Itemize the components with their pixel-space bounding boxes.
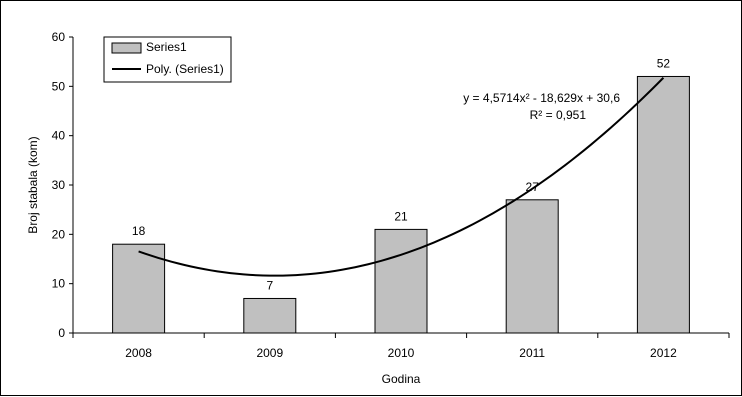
x-tick-label-2009: 2009 xyxy=(256,346,283,360)
x-axis-title: Godina xyxy=(382,372,421,386)
data-label-layer: 18 7 21 27 52 xyxy=(132,56,670,292)
y-tick-label-40: 40 xyxy=(52,129,66,143)
bar-2010 xyxy=(374,228,428,334)
y-tick-label-60: 60 xyxy=(52,30,66,44)
y-ticks-layer: 0 10 20 30 40 50 60 xyxy=(52,30,73,340)
legend-trend-label: Poly. (Series1) xyxy=(146,62,224,76)
data-label-2009: 7 xyxy=(266,278,273,292)
y-tick-label-30: 30 xyxy=(52,178,66,192)
bar-2008 xyxy=(112,243,166,334)
x-tick-label-2011: 2011 xyxy=(519,346,545,360)
legend-bar-swatch xyxy=(111,42,142,54)
plot-area: 18 7 21 27 52 0 10 20 30 40 50 60 2008 2009 2010 2011… xyxy=(52,30,730,360)
x-ticks-layer: 2008 2009 2010 2011 2012 xyxy=(72,333,730,360)
y-tick-label-50: 50 xyxy=(52,79,66,93)
bar-2012 xyxy=(636,75,690,334)
trend-r-squared: R² = 0,951 xyxy=(530,108,587,122)
data-label-2010: 21 xyxy=(394,209,408,223)
bar-2011 xyxy=(505,199,559,334)
x-tick-label-2010: 2010 xyxy=(388,346,415,360)
data-label-2012: 52 xyxy=(657,56,671,70)
y-axis-title: Broj stabala (kom) xyxy=(26,136,40,233)
bars-layer xyxy=(112,75,690,334)
data-label-2011: 27 xyxy=(526,180,540,194)
x-tick-label-2008: 2008 xyxy=(125,346,152,360)
data-label-2008: 18 xyxy=(132,224,146,238)
bar-2009 xyxy=(243,297,297,334)
trendline xyxy=(138,77,665,277)
y-tick-label-20: 20 xyxy=(52,227,66,241)
legend: Series1 Poly. (Series1) xyxy=(103,36,232,83)
trend-equation: y = 4,5714x² - 18,629x + 30,6 xyxy=(463,91,620,105)
x-tick-label-2012: 2012 xyxy=(650,346,677,360)
legend-series1-label: Series1 xyxy=(146,40,187,54)
y-tick-label-0: 0 xyxy=(58,326,65,340)
y-tick-label-10: 10 xyxy=(52,277,66,291)
